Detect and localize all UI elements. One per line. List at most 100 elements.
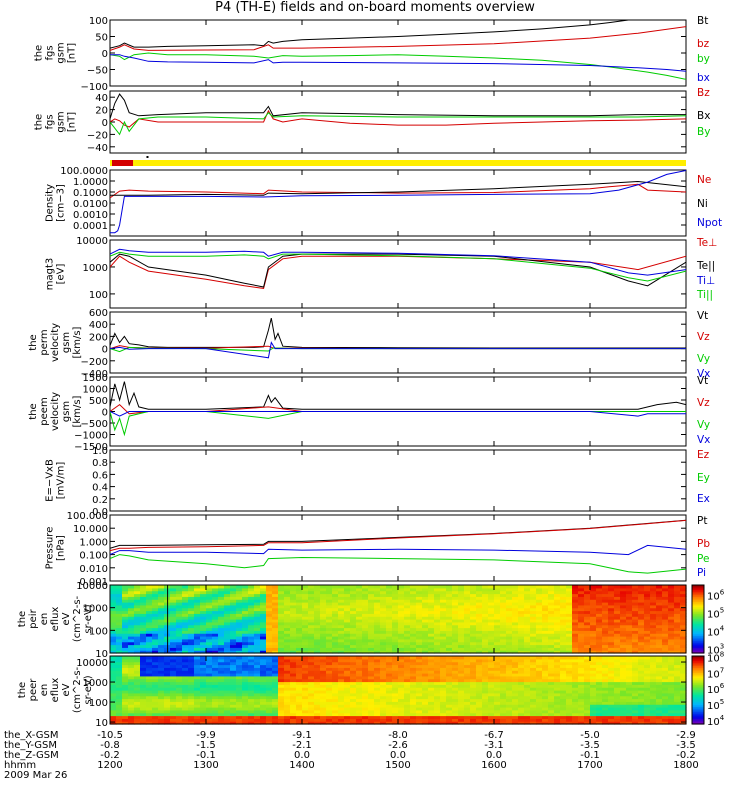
spectrogram-cell <box>650 656 657 659</box>
y-tick-label: 50 <box>95 33 108 44</box>
spectrogram-cell <box>386 585 393 588</box>
spectrogram-cell <box>320 585 327 588</box>
spectrogram-cell <box>554 585 561 588</box>
spectrogram-cell <box>596 656 603 659</box>
spectrogram-cell <box>512 585 519 588</box>
series-line-Bx <box>110 94 686 119</box>
y-axis-label: gsm <box>56 42 67 63</box>
spectrogram-cell <box>650 585 657 588</box>
y-tick-label: 1500 <box>83 373 108 384</box>
spectrogram-cell <box>530 656 537 659</box>
spectrogram-cell <box>500 585 507 588</box>
series-line-Pe <box>110 555 686 574</box>
y-axis-label: eflux <box>50 607 61 632</box>
panel-frame <box>110 450 686 511</box>
series-line-Bt <box>110 12 686 48</box>
spectrogram-cell <box>368 585 375 588</box>
y-tick-label: 1.0000 <box>73 177 108 188</box>
spectrogram-cell <box>614 585 621 588</box>
legend-entry: Ti⊥ <box>696 275 715 287</box>
spectrogram-cell <box>416 585 423 588</box>
legend-entry: By <box>697 126 710 138</box>
y-axis-label: the <box>34 114 45 130</box>
spectrogram-cell <box>470 656 477 659</box>
spectrogram-cell <box>536 585 543 588</box>
y-axis-label: [mV/m] <box>56 462 67 500</box>
y-tick-label: 100 <box>89 290 108 301</box>
y-axis-label: fgs <box>45 114 56 129</box>
y-tick-label: −500 <box>81 419 108 430</box>
panel-1: 100500−50−100the fgs gsm [nT]Btbzbybx <box>34 12 710 93</box>
y-axis-label: E=−VxB <box>45 459 56 502</box>
spectrogram-cell <box>158 656 165 659</box>
spectrogram-cell <box>470 585 477 588</box>
legend-entry: Ex <box>697 493 710 505</box>
spectrogram-cell <box>206 656 213 659</box>
spectrogram-cell <box>140 656 147 659</box>
spectrogram-cell <box>518 656 525 659</box>
spectrogram-cell <box>170 585 177 588</box>
legend-entry: bz <box>697 38 710 50</box>
spectrogram-cell <box>656 585 663 588</box>
legend-entry: Ey <box>697 472 710 484</box>
spectrogram-cell <box>212 656 219 659</box>
spectrogram-cell <box>416 656 423 659</box>
y-tick-label: 500 <box>89 396 108 407</box>
y-tick-label: 100 <box>89 16 108 27</box>
y-tick-label: 0.0100 <box>73 199 108 210</box>
y-axis-label: gsm <box>61 332 72 353</box>
spectrogram-cell <box>380 656 387 659</box>
spectrogram-cell <box>272 656 279 659</box>
spectrogram-cell <box>188 656 195 659</box>
spectrogram-cell <box>278 656 285 659</box>
legend-entry: Ne <box>697 174 711 186</box>
y-axis-label: the <box>28 403 39 419</box>
y-tick-label: 200 <box>89 332 108 343</box>
spectrogram-cell <box>224 585 231 588</box>
colorbar: 106105104103 <box>692 585 725 656</box>
spectrogram-cell <box>218 656 225 659</box>
spectrogram-cell <box>374 656 381 659</box>
spectrogram-cell <box>404 585 411 588</box>
y-tick-label: 100.000 <box>67 511 108 522</box>
panel-frame <box>110 170 686 236</box>
spectrogram-cell <box>446 656 453 659</box>
y-tick-label: 600 <box>89 308 108 319</box>
colorbar-tick-label: 104 <box>707 625 725 639</box>
y-tick-label: −20 <box>87 130 108 141</box>
y-tick-label: −200 <box>81 357 108 368</box>
y-tick-label: 0 <box>102 118 108 129</box>
spectrogram-cell <box>374 585 381 588</box>
y-tick-label: 1.000 <box>79 537 108 548</box>
colorbar-tick-label: 105 <box>707 607 724 621</box>
spectrogram-cell <box>206 585 213 588</box>
spectrogram-cell <box>506 585 513 588</box>
spectrogram-cell <box>644 585 651 588</box>
spectrogram-cell <box>428 585 435 588</box>
spectrogram-cell <box>434 656 441 659</box>
panel-frame <box>110 515 686 581</box>
spectrogram-cell <box>368 656 375 659</box>
series-line-Ti⊥ <box>110 249 686 275</box>
spectrogram-cell <box>404 656 411 659</box>
spectrogram-cell <box>212 585 219 588</box>
spectrogram-cell <box>386 656 393 659</box>
spectrogram-cell <box>146 585 153 588</box>
spectrogram-cell <box>464 656 471 659</box>
spectrogram-cell <box>536 656 543 659</box>
spectrogram-cell <box>284 585 291 588</box>
legend-entry: Ni <box>697 198 708 210</box>
spectrogram-cell <box>134 585 141 588</box>
spectrogram-cells <box>110 585 687 654</box>
panel-7: 1.00.80.60.40.20.0E=−VxB [mV/m]EzEyEx <box>45 446 710 518</box>
legend-entry: Ti|| <box>696 289 713 301</box>
spectrogram-cell <box>266 585 273 588</box>
series-line-Vx <box>110 412 686 417</box>
spectrogram-cell <box>440 585 447 588</box>
panel-8: 100.00010.0001.0000.1000.0100.001Pressur… <box>45 511 711 588</box>
spectrogram-cell <box>602 585 609 588</box>
spectrogram-cell <box>308 585 315 588</box>
spectrogram-cell <box>662 656 669 659</box>
spectrogram-cell <box>638 585 645 588</box>
